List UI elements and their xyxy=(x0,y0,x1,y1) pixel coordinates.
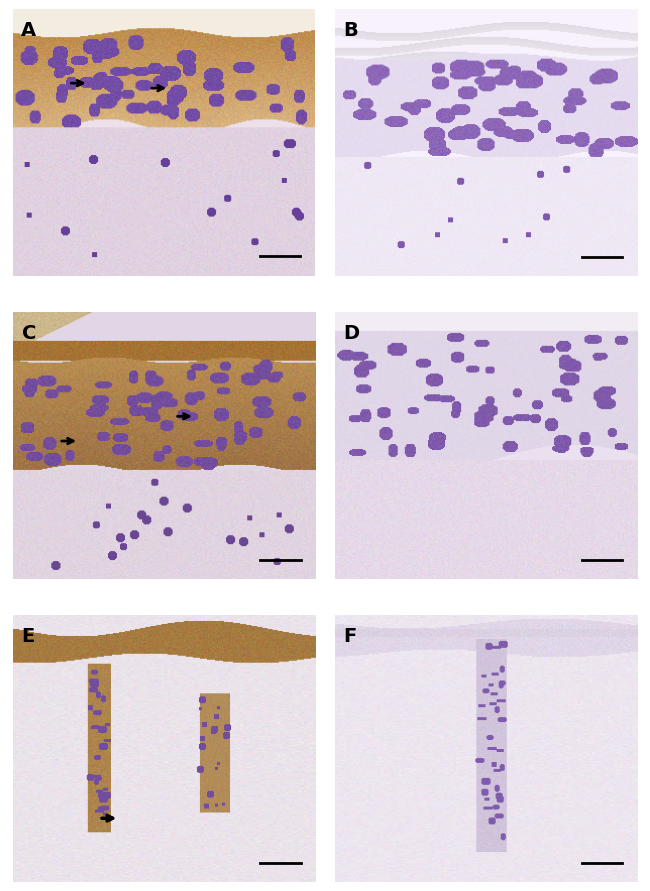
Text: C: C xyxy=(21,324,36,343)
Text: E: E xyxy=(21,627,35,646)
Text: A: A xyxy=(21,20,36,40)
Text: F: F xyxy=(343,627,357,646)
Text: D: D xyxy=(343,324,359,343)
Text: B: B xyxy=(343,21,358,40)
